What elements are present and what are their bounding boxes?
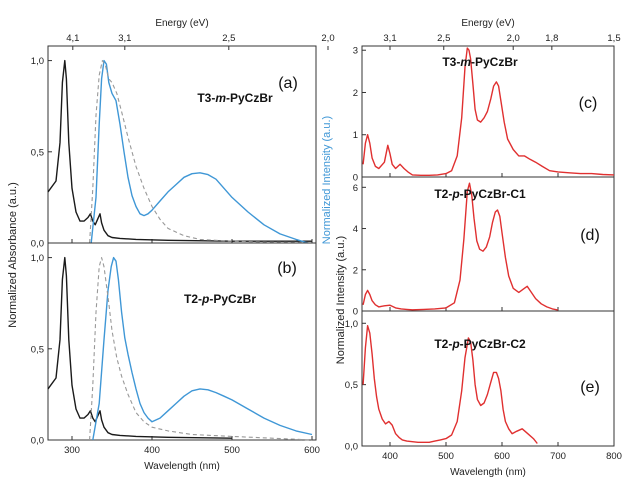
x-tick-label: 800 — [606, 451, 622, 462]
middle-y-axis-label-blue: Normalized Intensity (a.u.) — [321, 116, 333, 244]
top-tick-label: 3,1 — [383, 33, 396, 44]
panel-c: 0 1 2 3 3,1 2,5 2,0 1,8 1,5 Energy (eV) T3-m-PyCzB… — [353, 18, 621, 184]
y-tick-label: 1,0 — [345, 319, 358, 330]
x-axis-label: Wavelength (nm) — [450, 467, 526, 478]
x-tick-label: 400 — [382, 451, 398, 462]
top-tick-label: 3,1 — [118, 33, 131, 44]
plot-frame — [361, 310, 615, 447]
left-y-axis-label: Normalized Absorbance (a.u.) — [7, 182, 19, 328]
y-tick-label: 1,0 — [31, 56, 44, 67]
top-tick-label: 2,0 — [321, 33, 334, 44]
y-tick-label: 0,5 — [31, 344, 44, 355]
series-line-1 — [47, 256, 233, 439]
y-tick-label: 0,0 — [31, 239, 44, 250]
top-axis-label: Energy (eV) — [155, 18, 208, 29]
compound-label: T3-m-PyCzBr — [197, 91, 273, 105]
x-tick-label: 500 — [438, 451, 454, 462]
panel-letter: (b) — [277, 260, 297, 277]
y-tick-label: 0,5 — [31, 147, 44, 158]
compound-label: T2-p-PyCzBr — [184, 292, 256, 306]
x-axis-label: Wavelength (nm) — [144, 461, 220, 472]
x-tick-label: 300 — [64, 445, 80, 456]
y-tick-label: 0,5 — [345, 380, 358, 391]
compound-label: T3-m-PyCzBr — [442, 55, 518, 69]
series-line-3 — [89, 60, 313, 244]
top-tick-label: 2,5 — [437, 33, 450, 44]
x-tick-label: 700 — [550, 451, 566, 462]
panel-e: 0,0 0,5 1,0 400 500 600 700 800 Wavelength (nm) T… — [345, 310, 622, 478]
top-tick-label: 2,0 — [507, 33, 520, 44]
top-tick-label: 2,5 — [222, 33, 235, 44]
y-tick-label: 6 — [353, 183, 358, 194]
x-tick-label: 500 — [224, 445, 240, 456]
plot-frame — [47, 242, 317, 441]
compound-label: T2-p-PyCzBr-C2 — [434, 337, 526, 351]
top-tick-label: 1,8 — [545, 33, 558, 44]
series-line-2 — [90, 59, 309, 244]
series-line-1 — [362, 325, 538, 444]
middle-y-axis-label: Normalized Intensity (a.u.) — [335, 236, 347, 364]
series-line-3 — [89, 257, 313, 441]
panel-letter: (e) — [580, 379, 600, 396]
series-line-1 — [362, 182, 559, 311]
top-tick-label: 1,5 — [607, 33, 620, 44]
y-tick-label: 0 — [353, 173, 358, 184]
series-line-1 — [362, 47, 615, 177]
y-tick-label: 0,0 — [345, 442, 358, 453]
y-tick-label: 1 — [353, 130, 358, 141]
panel-letter: (d) — [580, 227, 600, 244]
y-tick-label: 0,0 — [31, 436, 44, 447]
y-tick-label: 2 — [353, 265, 358, 276]
compound-label: T2-p-PyCzBr-C1 — [434, 187, 526, 201]
y-tick-label: 0 — [353, 307, 358, 318]
y-tick-label: 1,0 — [31, 253, 44, 264]
x-tick-label: 600 — [304, 445, 320, 456]
series-line-1 — [47, 59, 312, 242]
y-tick-label: 3 — [353, 46, 358, 57]
top-axis-label: Energy (eV) — [461, 18, 514, 29]
plot-frame — [47, 45, 317, 244]
panel-b: 0,0 0,5 1,0 300 400 500 600 Wavelength (nm) T2-p… — [31, 242, 320, 472]
panel-d: 0 2 4 6 T2-p-PyCzBr-C1 (d) — [353, 176, 615, 318]
panel-letter: (a) — [278, 75, 298, 92]
panel-a: 0,0 0,5 1,0 4,1 3,1 2,5 2,0 Energy (eV) T3-m-PyC… — [31, 18, 335, 250]
y-tick-label: 4 — [353, 224, 358, 235]
top-tick-label: 4,1 — [66, 33, 79, 44]
series-line-2 — [92, 256, 313, 441]
panel-letter: (c) — [579, 95, 598, 112]
y-tick-label: 2 — [353, 88, 358, 99]
x-tick-label: 400 — [144, 445, 160, 456]
x-tick-label: 600 — [494, 451, 510, 462]
